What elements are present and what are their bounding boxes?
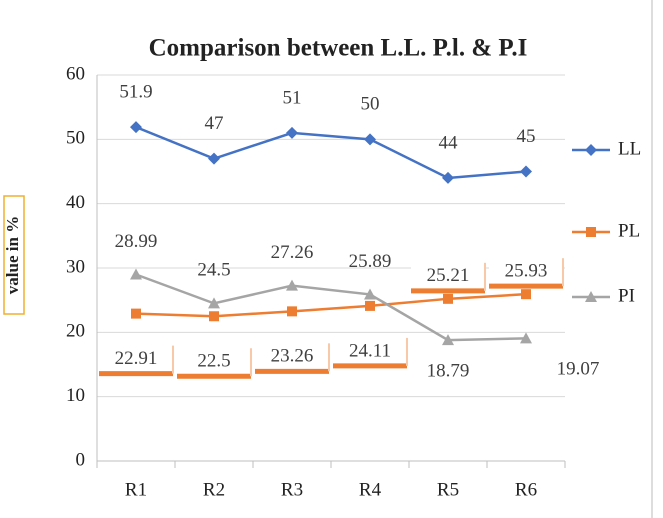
x-tick-label: R3 [281, 479, 303, 500]
marker [365, 300, 375, 311]
data-label: 22.91 [115, 348, 158, 369]
y-axis-label: value in % [3, 216, 22, 294]
marker [130, 268, 142, 280]
data-label: 27.26 [271, 242, 314, 263]
y-tick-label: 50 [66, 128, 85, 149]
y-tick-label: 30 [66, 256, 85, 277]
label-box [333, 337, 407, 366]
x-tick-label: R5 [437, 479, 459, 500]
chart-title: Comparison between L.L. P.l. & P.I [149, 35, 528, 62]
marker [586, 227, 596, 237]
marker [442, 171, 454, 184]
marker [585, 291, 597, 302]
y-tick-label: 60 [66, 63, 85, 84]
series-line [135, 273, 527, 342]
marker [286, 126, 298, 139]
y-tick-label: 40 [66, 192, 85, 213]
marker [208, 297, 220, 309]
series-line [135, 292, 527, 318]
marker [287, 306, 297, 317]
data-label: 24.5 [197, 260, 230, 281]
y-label-box [3, 195, 25, 315]
data-label: 19.07 [557, 359, 600, 380]
data-label: 47 [205, 113, 224, 134]
label-box [99, 345, 173, 374]
x-tick-label: R6 [515, 479, 537, 500]
data-label: 25.89 [349, 251, 392, 272]
data-label: 18.79 [427, 360, 470, 381]
marker [520, 165, 532, 178]
legend-label: PI [618, 285, 635, 306]
marker [364, 288, 376, 300]
marker [585, 144, 597, 156]
marker [209, 311, 219, 322]
data-label: 45 [517, 126, 536, 147]
x-tick-label: R4 [359, 479, 382, 500]
marker [521, 289, 531, 300]
data-label: 24.11 [349, 340, 391, 361]
data-label: 51.9 [119, 81, 152, 102]
y-tick-label: 20 [66, 321, 85, 342]
marker [442, 334, 454, 346]
legend-label: LL [618, 138, 641, 159]
data-label: 50 [361, 94, 380, 115]
legend-label: PL [618, 220, 640, 241]
series-line [135, 125, 527, 180]
data-label: 22.5 [197, 351, 230, 372]
marker [131, 308, 141, 319]
marker [286, 279, 298, 291]
data-label: 25.21 [427, 265, 470, 286]
y-tick-label: 10 [66, 385, 85, 406]
data-label: 51 [283, 87, 302, 108]
label-box [411, 262, 485, 291]
label-box [489, 258, 563, 287]
marker [208, 152, 220, 165]
label-box [177, 348, 251, 377]
marker [364, 133, 376, 146]
marker [443, 293, 453, 304]
x-tick-label: R2 [203, 479, 225, 500]
marker [130, 121, 142, 134]
x-tick-label: R1 [125, 479, 147, 500]
marker [520, 332, 532, 344]
data-label: 44 [439, 132, 459, 153]
data-label: 28.99 [115, 231, 158, 252]
data-label: 23.26 [271, 346, 314, 367]
label-box [255, 343, 329, 372]
data-label: 25.93 [505, 261, 548, 282]
y-tick-label: 0 [76, 449, 86, 470]
